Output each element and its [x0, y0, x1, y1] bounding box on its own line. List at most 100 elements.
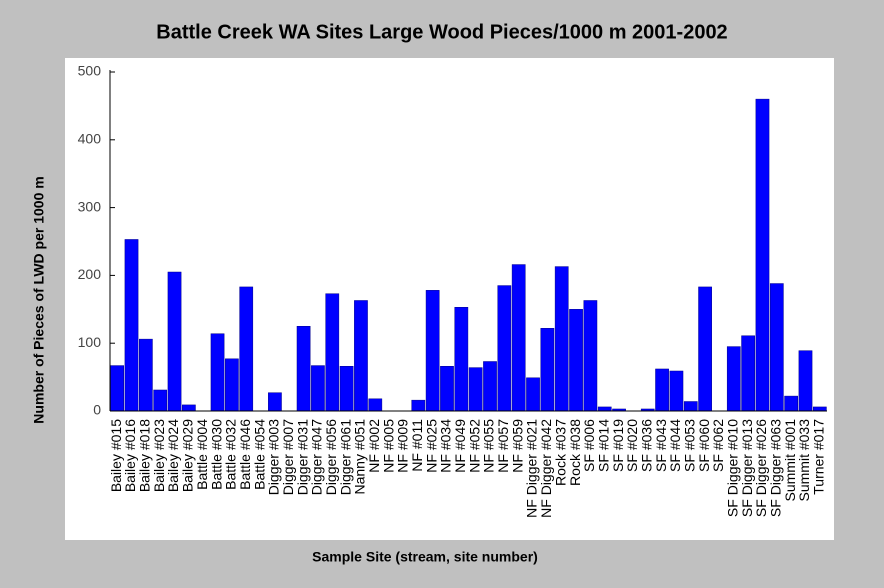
bar	[296, 326, 311, 412]
y-tick-label: 500	[78, 63, 102, 79]
bar	[683, 401, 698, 412]
y-tick-label: 100	[78, 334, 102, 350]
bar	[597, 406, 612, 412]
bar	[526, 377, 540, 412]
bar	[354, 300, 368, 412]
x-tick-label: Digger #061	[337, 419, 353, 495]
x-tick-label: Digger #007	[280, 419, 296, 495]
bar	[554, 266, 569, 412]
x-tick-label: Nanny #051	[352, 419, 368, 495]
bar	[569, 309, 583, 412]
x-tick-label: NF #011	[409, 419, 425, 472]
x-tick-label: Bailey #018	[137, 419, 153, 492]
bar	[210, 333, 225, 412]
bar	[124, 239, 139, 412]
x-tick-label: SF Digger #013	[739, 419, 755, 517]
x-tick-label: NF #034	[438, 419, 454, 473]
bar	[325, 293, 340, 412]
x-tick-label: Digger #056	[323, 419, 339, 495]
x-tick-label: SF #062	[710, 419, 726, 472]
x-tick-label: SF #053	[681, 419, 697, 472]
x-tick-label: NF #002	[366, 419, 382, 473]
bar	[511, 264, 526, 412]
x-tick-label: SF #014	[595, 419, 611, 472]
bar	[339, 366, 354, 412]
bar	[268, 392, 282, 412]
y-tick-label: 0	[93, 402, 101, 418]
x-tick-label: Battle #032	[223, 419, 239, 490]
x-tick-label: SF #043	[653, 419, 669, 472]
x-tick-label: SF #044	[667, 419, 683, 472]
y-tick-label: 400	[78, 131, 102, 147]
bar	[540, 328, 555, 412]
x-tick-label: NF #049	[452, 419, 468, 473]
x-tick-label: Battle #004	[194, 419, 210, 490]
bar	[225, 358, 239, 412]
bar	[726, 346, 741, 412]
x-tick-label: SF Digger #063	[768, 419, 784, 517]
x-tick-label: Digger #003	[266, 419, 282, 495]
bar	[812, 406, 827, 412]
x-tick-label: NF #009	[395, 419, 411, 473]
bar	[440, 366, 454, 412]
x-tick-label: Rock #037	[552, 419, 568, 486]
x-tick-label: NF #005	[380, 419, 396, 473]
bar	[153, 389, 168, 412]
y-tick-label: 300	[78, 198, 102, 214]
x-tick-label: Bailey #024	[165, 419, 181, 492]
x-tick-label: NF #052	[466, 419, 482, 473]
x-tick-label: Bailey #023	[151, 419, 167, 492]
x-tick-label: Summit #033	[796, 419, 812, 502]
bar	[769, 283, 784, 412]
y-tick-label: 200	[78, 266, 102, 282]
x-tick-label: NF #057	[495, 419, 511, 473]
bar	[741, 335, 755, 412]
bar	[454, 307, 469, 412]
bar	[655, 368, 669, 412]
x-tick-label: SF Digger #010	[724, 419, 740, 517]
x-tick-label: Battle #054	[251, 419, 267, 490]
x-tick-label: Battle #030	[208, 419, 224, 490]
x-tick-label: SF #060	[696, 419, 712, 472]
bar	[468, 367, 483, 412]
x-tick-label: Battle #046	[237, 419, 253, 490]
bar	[182, 404, 196, 412]
bar	[784, 395, 798, 412]
x-tick-label: Digger #031	[294, 419, 310, 495]
x-tick-label: Digger #047	[309, 419, 325, 495]
bar	[411, 399, 426, 412]
bar	[497, 285, 512, 412]
bar	[239, 286, 254, 412]
x-tick-label: SF #019	[610, 419, 626, 472]
bar	[110, 365, 125, 412]
x-tick-label: Bailey #016	[122, 419, 138, 492]
x-tick-label: Summit #001	[782, 419, 798, 502]
x-tick-label: SF #020	[624, 419, 640, 472]
x-tick-label: Bailey #015	[108, 419, 124, 492]
x-tick-label: SF #036	[638, 419, 654, 472]
x-tick-label: Turner #017	[811, 419, 827, 495]
bar	[798, 350, 813, 412]
chart-title: Battle Creek WA Sites Large Wood Pieces/…	[156, 21, 727, 43]
bar	[698, 286, 712, 412]
x-tick-label: SF Digger #026	[753, 419, 769, 517]
y-axis-label: Number of Pieces of LWD per 1000 m	[31, 176, 47, 423]
x-axis-label: Sample Site (stream, site number)	[312, 549, 538, 565]
x-tick-label: NF #055	[481, 419, 497, 473]
bar	[167, 271, 182, 412]
bar	[483, 361, 497, 412]
bar	[583, 300, 598, 412]
x-tick-label: Rock #038	[567, 419, 583, 486]
x-tick-label: NF #025	[423, 419, 439, 473]
bar	[425, 290, 440, 412]
bar	[669, 370, 684, 412]
x-tick-label: NF Digger #021	[524, 419, 540, 518]
x-tick-label: NF Digger #042	[538, 419, 554, 518]
bar	[755, 98, 770, 412]
x-tick-label: SF #006	[581, 419, 597, 472]
bar	[368, 398, 383, 412]
x-tick-label: NF #059	[509, 419, 525, 473]
bar	[139, 338, 153, 412]
